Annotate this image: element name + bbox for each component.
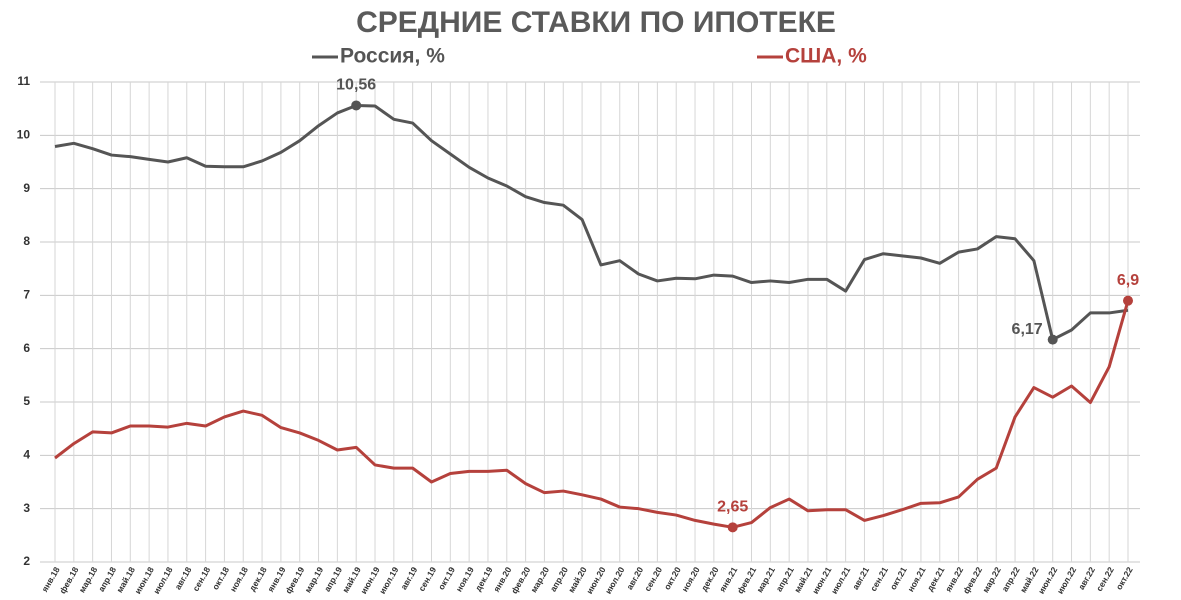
y-tick-label: 7 — [23, 288, 30, 302]
y-tick-label: 8 — [23, 234, 30, 248]
x-tick-label: сен.19 — [416, 565, 438, 593]
y-tick-label: 11 — [17, 74, 30, 88]
y-tick-label: 10 — [17, 128, 31, 142]
legend-label: США, % — [785, 45, 867, 68]
y-tick-label: 6 — [23, 341, 30, 355]
x-tick-label: ноя.21 — [905, 565, 927, 594]
y-tick-label: 4 — [23, 448, 30, 462]
x-tick-label: фев.21 — [735, 565, 758, 595]
data-point — [727, 522, 738, 533]
chart-title: СРЕДНИЕ СТАВКИ ПО ИПОТЕКЕ — [356, 6, 836, 39]
x-tick-label: фев.19 — [283, 565, 306, 595]
x-tick-label: мар.19 — [303, 565, 326, 594]
data-point — [351, 100, 362, 111]
data-label: 10,56 — [336, 77, 376, 94]
x-tick-label: мар.21 — [754, 565, 777, 594]
y-tick-label: 2 — [23, 554, 30, 568]
x-tick-label: мар.20 — [528, 565, 551, 594]
series-line — [54, 103, 1129, 342]
y-tick-label: 5 — [23, 394, 30, 408]
x-tick-label: ноя.20 — [680, 565, 702, 594]
x-tick-label: мар.22 — [980, 565, 1003, 594]
data-label: 2,65 — [717, 499, 748, 516]
y-tick-label: 9 — [23, 181, 30, 195]
y-tick-label: 3 — [23, 501, 30, 515]
data-label: 6,9 — [1117, 272, 1139, 289]
x-tick-label: сен.22 — [1094, 565, 1116, 593]
x-tick-label: ноя.19 — [454, 565, 476, 594]
data-point — [1047, 334, 1058, 345]
x-tick-label: ноя.18 — [228, 565, 250, 594]
x-tick-label: сен.18 — [190, 565, 212, 593]
data-point — [1123, 295, 1133, 306]
x-tick-label: сен.20 — [642, 565, 664, 593]
legend-label: Россия, % — [340, 45, 445, 68]
data-label: 6,17 — [1012, 321, 1043, 338]
x-tick-label: окт.22 — [1114, 565, 1135, 592]
x-tick-label: сен.21 — [868, 565, 890, 593]
x-tick-label: фев.18 — [57, 565, 80, 595]
x-tick-label: фев.20 — [509, 565, 532, 595]
series-line — [54, 300, 1130, 529]
x-tick-label: фев.22 — [961, 565, 984, 595]
x-tick-label: мар.18 — [77, 565, 100, 594]
